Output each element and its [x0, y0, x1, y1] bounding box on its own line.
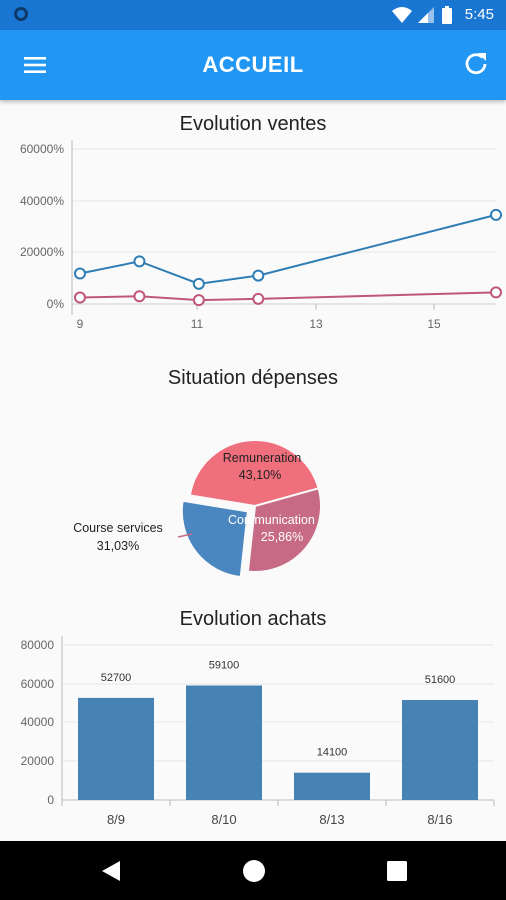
line-series-group [74, 208, 502, 307]
recents-icon[interactable] [386, 860, 408, 882]
bar-8-16 [402, 700, 478, 800]
refresh-icon[interactable] [462, 50, 490, 78]
pie-slices-group [180, 439, 322, 579]
line-point [490, 208, 502, 221]
signal-icon [418, 7, 434, 23]
course-services-leader-line [177, 533, 193, 538]
notification-dot-icon [14, 7, 28, 21]
pie-pct-communication: 25,86% [261, 530, 303, 544]
pie-slice-remuneration [188, 439, 320, 508]
line-point [133, 290, 146, 303]
bar-rects-group [78, 685, 478, 800]
pie-pct-course-services: 31,03% [97, 539, 139, 553]
line-point [252, 292, 265, 305]
line-x-tick-2: 13 [309, 317, 323, 331]
pie-chart-title: Situation dépenses [167, 367, 339, 389]
bar-8-10 [186, 685, 262, 800]
line-y-tick-0: 0% [47, 297, 65, 311]
line-chart-title: Evolution ventes [179, 113, 327, 135]
line-point [133, 255, 146, 268]
pie-label-course-services: Course services [73, 521, 163, 535]
bar-value-label: 59100 [209, 659, 240, 671]
back-icon[interactable] [100, 859, 122, 883]
line-y-tick-1: 20000% [20, 245, 64, 259]
pie-slice-communication [180, 499, 249, 579]
bar-y-tick-1: 20000 [21, 754, 55, 768]
page-title: ACCUEIL [202, 52, 304, 77]
home-icon[interactable] [242, 859, 266, 883]
line-point [490, 286, 502, 299]
pie-label-remuneration: Remuneration [223, 451, 302, 465]
app-bar: ACCUEIL [0, 30, 506, 100]
line-x-tick-1: 11 [191, 317, 204, 331]
battery-icon [442, 6, 452, 24]
bar-x-tick-0: 8/9 [107, 812, 125, 827]
status-time: 5:45 [464, 6, 494, 23]
line-y-tick-2: 40000% [20, 194, 64, 208]
line-y-tick-3: 60000% [20, 142, 64, 156]
bar-value-label: 52700 [101, 672, 132, 684]
line-x-tick-0: 9 [77, 317, 84, 331]
bar-x-tick-1: 8/10 [211, 812, 236, 827]
bar-y-tick-3: 60000 [21, 677, 55, 691]
bar-chart-title: Evolution achats [179, 608, 327, 630]
wifi-icon [392, 7, 412, 23]
pie-slice-course-services [246, 487, 322, 573]
pie-label-communication: Communication [228, 513, 315, 527]
line-series-0 [79, 213, 497, 285]
line-grid [71, 140, 496, 315]
line-point [74, 291, 86, 304]
line-point [74, 267, 86, 280]
line-point [252, 269, 265, 282]
navigation-bar [0, 841, 506, 900]
status-bar: 5:45 [0, 0, 506, 30]
line-x-tick-3: 15 [427, 317, 441, 331]
bar-x-tick-3: 8/16 [427, 812, 452, 827]
bar-chart: 0 20000 40000 60000 80000 8/9 8/10 8/13 … [21, 636, 495, 827]
bar-y-tick-4: 80000 [21, 638, 55, 652]
bar-y-tick-0: 0 [47, 793, 54, 807]
line-point [192, 294, 205, 307]
line-point [192, 277, 205, 290]
menu-icon[interactable] [24, 54, 48, 76]
bar-x-tick-2: 8/13 [319, 812, 344, 827]
pie-chart: Remuneration 43,10% Course services 31,0… [73, 439, 322, 579]
line-chart: 0% 20000% 40000% 60000% 9 11 13 15 [20, 140, 502, 331]
bar-value-label: 51600 [425, 674, 456, 686]
bar-8-9 [78, 697, 154, 800]
pie-pct-remuneration: 43,10% [239, 468, 281, 482]
bar-y-tick-2: 40000 [21, 715, 55, 729]
bar-value-label: 14100 [317, 747, 348, 759]
bar-8-13 [294, 772, 370, 800]
